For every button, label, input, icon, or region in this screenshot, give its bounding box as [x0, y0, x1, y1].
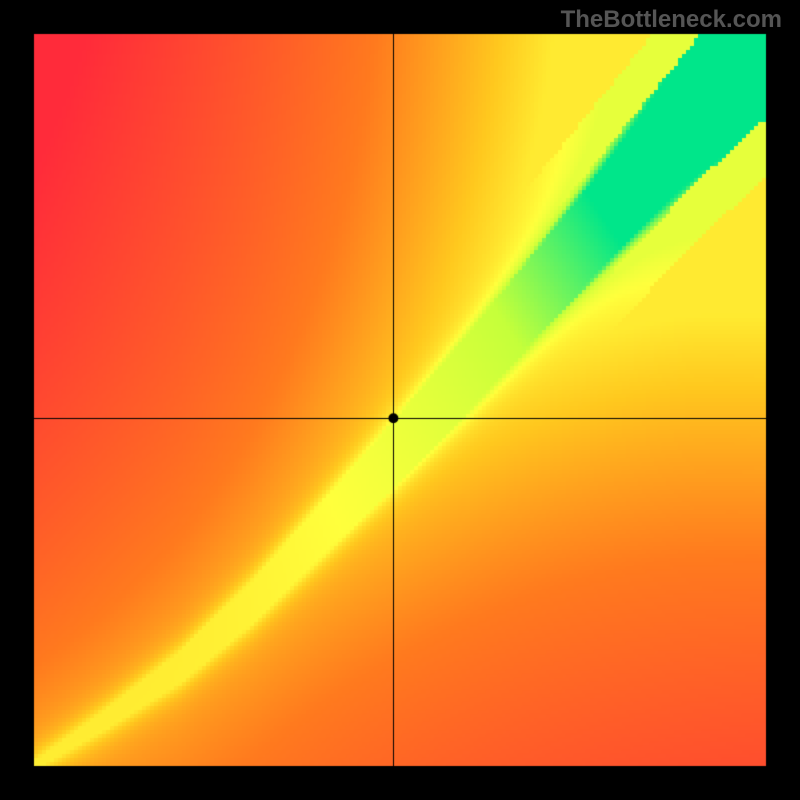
chart-stage: TheBottleneck.com	[0, 0, 800, 800]
watermark-text: TheBottleneck.com	[561, 6, 782, 34]
heatmap-canvas	[0, 0, 800, 800]
